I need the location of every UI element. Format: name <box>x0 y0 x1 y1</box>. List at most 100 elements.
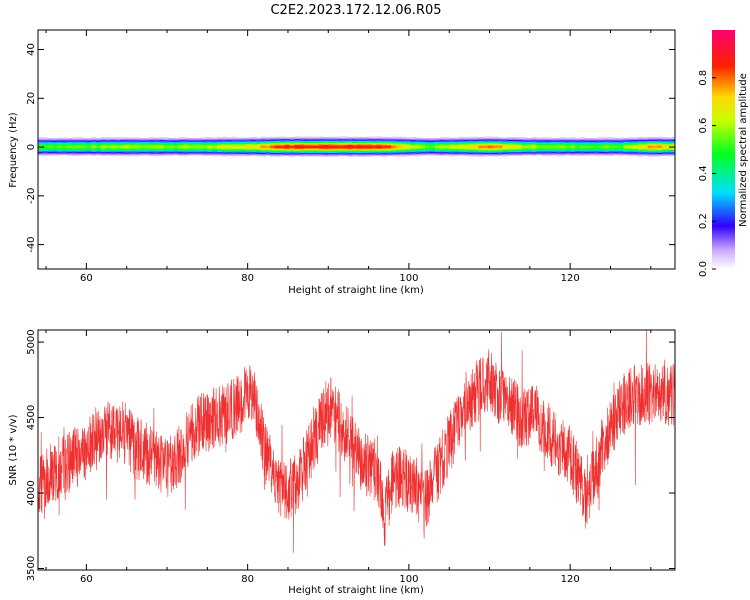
heatmap-cell <box>289 150 295 153</box>
heatmap-cell <box>613 150 619 152</box>
heatmap-cell <box>579 153 586 155</box>
heatmap-cell <box>545 141 552 143</box>
heatmap-cell <box>575 146 581 149</box>
heatmap-cell <box>192 137 199 140</box>
heatmap-cell <box>279 142 286 145</box>
heatmap-cell <box>526 143 532 146</box>
heatmap-cell <box>662 150 668 153</box>
heatmap-cell <box>400 145 407 147</box>
heatmap-cell <box>454 142 460 144</box>
heatmap-cell <box>265 152 271 155</box>
heatmap-cell <box>463 152 469 155</box>
heatmap-cell <box>589 137 595 140</box>
heatmap-cell <box>231 140 237 142</box>
heatmap-cell <box>386 140 392 143</box>
heatmap-cell <box>255 153 261 156</box>
heatmap-cell <box>212 154 218 157</box>
heatmap-cell <box>304 154 310 157</box>
heatmap-cell <box>62 142 68 145</box>
heatmap-cell <box>565 139 571 141</box>
heatmap-cell <box>318 152 324 155</box>
heatmap-cell <box>125 147 131 149</box>
heatmap-cell <box>463 151 469 154</box>
heatmap-cell <box>337 141 344 143</box>
heatmap-cell <box>207 146 213 149</box>
heatmap-cell <box>105 138 111 140</box>
heatmap-cell <box>71 148 78 150</box>
heatmap-cell <box>570 143 576 145</box>
colorbar: 0.00.20.40.60.8 Normalized spectral ampl… <box>698 30 749 277</box>
heatmap-cell <box>647 152 653 155</box>
heatmap-cell <box>289 143 295 145</box>
heatmap-cell <box>381 146 387 149</box>
heatmap-cell <box>187 147 194 150</box>
heatmap-cell <box>618 150 624 153</box>
heatmap-cell <box>439 147 445 149</box>
heatmap-cell <box>202 143 208 145</box>
heatmap-cell <box>536 149 542 152</box>
heatmap-cell <box>183 148 189 151</box>
heatmap-cell <box>415 137 421 140</box>
heatmap-cell <box>96 139 102 141</box>
heatmap-cell <box>405 147 411 149</box>
heatmap-cell <box>652 145 658 148</box>
heatmap-cell <box>570 154 576 156</box>
heatmap-cell <box>197 150 203 152</box>
heatmap-cell <box>308 153 315 156</box>
y-tick-label: 4500 <box>26 405 37 430</box>
heatmap-cell <box>52 141 58 144</box>
heatmap-cell <box>134 138 140 141</box>
heatmap-cell <box>183 138 189 141</box>
heatmap-cell <box>410 154 416 156</box>
heatmap-cell <box>323 143 329 145</box>
heatmap-cell <box>129 149 136 152</box>
x-tick-label: 100 <box>399 574 418 585</box>
heatmap-cell <box>671 150 675 152</box>
heatmap-cell <box>38 151 44 154</box>
heatmap-cell <box>420 148 426 151</box>
heatmap-cell <box>376 143 382 146</box>
heatmap-cell <box>613 152 619 155</box>
y-tick-label: 5000 <box>26 329 37 354</box>
heatmap-cell <box>478 155 484 157</box>
heatmap-cell <box>487 146 494 148</box>
heatmap-cell <box>589 142 595 145</box>
heatmap-cell <box>594 148 600 151</box>
heatmap-cell <box>110 144 116 147</box>
heatmap-cell <box>405 154 411 157</box>
heatmap-cell <box>458 153 465 156</box>
heatmap-cell <box>512 146 518 149</box>
heatmap-cell <box>458 147 465 150</box>
heatmap-cell <box>299 139 305 141</box>
heatmap-cell <box>502 153 508 156</box>
heatmap-cell <box>589 140 595 142</box>
heatmap-cell <box>400 142 407 145</box>
heatmap-cell <box>463 154 469 156</box>
heatmap-cell <box>105 154 111 156</box>
heatmap-cell <box>439 153 445 155</box>
heatmap-cell <box>313 148 320 151</box>
heatmap-cell <box>531 136 537 139</box>
heatmap-cell <box>91 143 97 145</box>
heatmap-cell <box>405 149 411 152</box>
heatmap-cell <box>637 150 644 152</box>
heatmap-cell <box>405 148 411 151</box>
heatmap-cell <box>483 142 489 145</box>
heatmap-cell <box>308 140 315 142</box>
heatmap-cell <box>604 141 610 144</box>
heatmap-cell <box>226 154 232 156</box>
heatmap-cell <box>337 144 344 147</box>
heatmap-cell <box>473 142 479 145</box>
heatmap-cell <box>555 151 561 153</box>
heatmap-cell <box>570 145 576 148</box>
heatmap-cell <box>666 144 673 147</box>
heatmap-cell <box>294 136 300 138</box>
heatmap-cell <box>623 137 629 140</box>
heatmap-cell <box>246 154 252 157</box>
heatmap-cell <box>483 137 489 140</box>
heatmap-cell <box>231 141 237 144</box>
heatmap-cell <box>173 147 179 150</box>
heatmap-cell <box>473 150 479 152</box>
heatmap-cell <box>221 146 228 149</box>
heatmap-cell <box>183 150 189 153</box>
